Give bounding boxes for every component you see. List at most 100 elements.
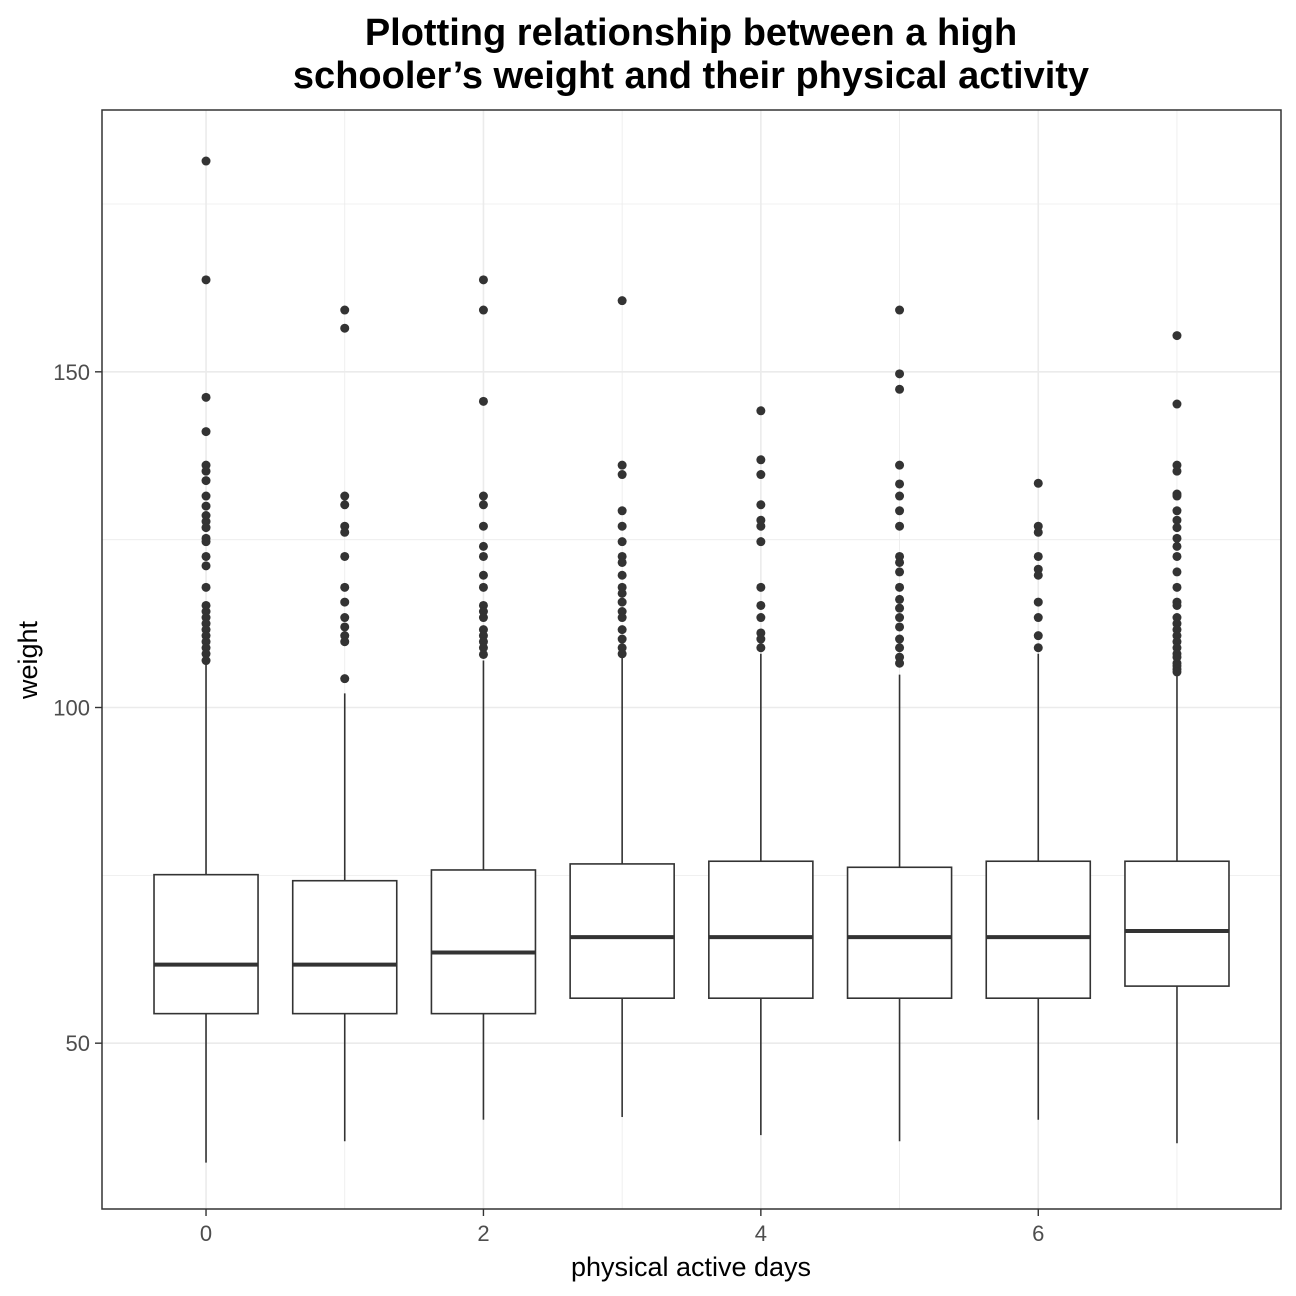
outlier-point	[201, 275, 211, 285]
outlier-point	[756, 455, 766, 465]
y-tick-label: 150	[53, 360, 90, 385]
outlier-point	[340, 527, 350, 537]
outlier-point	[478, 551, 488, 561]
box-iqr	[708, 860, 814, 999]
outlier-point	[617, 537, 627, 547]
x-tick-label: 4	[755, 1221, 767, 1246]
outlier-point	[478, 521, 488, 531]
outlier-point	[201, 656, 211, 666]
outlier-point	[340, 622, 350, 632]
box-iqr	[846, 866, 953, 999]
outlier-point	[756, 521, 766, 531]
axes: 0 2 4 6 50 100 150	[53, 360, 1044, 1246]
outlier-point	[895, 594, 905, 604]
outlier-point	[201, 156, 211, 166]
outlier-point	[1172, 515, 1182, 525]
box-group-day-3	[569, 296, 675, 1118]
outlier-point	[756, 634, 766, 644]
outlier-point	[1172, 466, 1182, 476]
outlier-point	[1172, 331, 1182, 341]
outlier-point	[1033, 570, 1043, 580]
box-series	[153, 156, 1230, 1163]
outlier-point	[340, 582, 350, 592]
outlier-point	[895, 582, 905, 592]
outlier-point	[756, 613, 766, 623]
box-group-day-4	[708, 406, 814, 1136]
outlier-point	[617, 597, 627, 607]
outlier-point	[201, 466, 211, 476]
box-iqr	[1124, 860, 1230, 987]
outlier-point	[895, 658, 905, 668]
box-group-day-1	[291, 305, 398, 1142]
x-tick-label: 2	[477, 1221, 489, 1246]
outlier-point	[1172, 667, 1182, 677]
outlier-point	[617, 470, 627, 480]
outlier-point	[478, 491, 488, 501]
outlier-point	[617, 613, 627, 623]
outlier-point	[201, 551, 211, 561]
outlier-point	[1172, 600, 1182, 610]
outlier-point	[201, 649, 211, 659]
outlier-point	[340, 323, 350, 333]
outlier-point	[895, 521, 905, 531]
y-tick-label: 100	[53, 696, 90, 721]
outlier-point	[478, 643, 488, 653]
outlier-point	[895, 603, 905, 613]
outlier-point	[340, 613, 350, 623]
box-group-day-2	[430, 275, 537, 1120]
outlier-point	[478, 275, 488, 285]
outlier-point	[756, 582, 766, 592]
box-iqr	[985, 860, 1092, 999]
outlier-point	[340, 597, 350, 607]
outlier-point	[895, 479, 905, 489]
outlier-point	[1033, 643, 1043, 653]
x-axis-title: physical active days	[571, 1252, 811, 1282]
outlier-point	[756, 406, 766, 416]
outlier-point	[201, 582, 211, 592]
outlier-point	[201, 491, 211, 501]
box-iqr	[153, 873, 259, 1015]
y-tick-label: 50	[66, 1031, 90, 1056]
outlier-point	[617, 521, 627, 531]
x-tick-label: 0	[200, 1221, 212, 1246]
outlier-point	[478, 396, 488, 406]
outlier-point	[478, 582, 488, 592]
outlier-point	[201, 427, 211, 437]
outlier-point	[617, 588, 627, 598]
outlier-point	[1033, 527, 1043, 537]
outlier-point	[1172, 533, 1182, 543]
outlier-point	[1033, 551, 1043, 561]
outlier-point	[895, 506, 905, 516]
outlier-point	[895, 557, 905, 567]
outlier-point	[1033, 613, 1043, 623]
outlier-point	[895, 567, 905, 577]
outlier-point	[1033, 478, 1043, 488]
outlier-point	[1033, 631, 1043, 641]
outlier-point	[478, 305, 488, 315]
outlier-point	[340, 637, 350, 647]
outlier-point	[617, 634, 627, 644]
box-group-day-0	[153, 156, 259, 1163]
outlier-point	[617, 570, 627, 580]
outlier-point	[895, 634, 905, 644]
outlier-point	[1172, 551, 1182, 561]
outlier-point	[1033, 597, 1043, 607]
outlier-point	[201, 501, 211, 511]
chart-title-line-1: Plotting relationship between a high	[365, 12, 1017, 54]
outlier-point	[756, 600, 766, 610]
outlier-point	[895, 491, 905, 501]
outlier-point	[340, 305, 350, 315]
outlier-point	[201, 537, 211, 547]
outlier-point	[340, 491, 350, 501]
outlier-point	[1172, 523, 1182, 533]
box-iqr	[291, 879, 398, 1015]
outlier-point	[201, 392, 211, 402]
box-group-day-5	[846, 305, 953, 1142]
outlier-point	[756, 470, 766, 480]
outlier-point	[478, 500, 488, 510]
outlier-point	[478, 613, 488, 623]
outlier-point	[756, 500, 766, 510]
outlier-point	[1172, 491, 1182, 501]
outlier-point	[201, 561, 211, 571]
